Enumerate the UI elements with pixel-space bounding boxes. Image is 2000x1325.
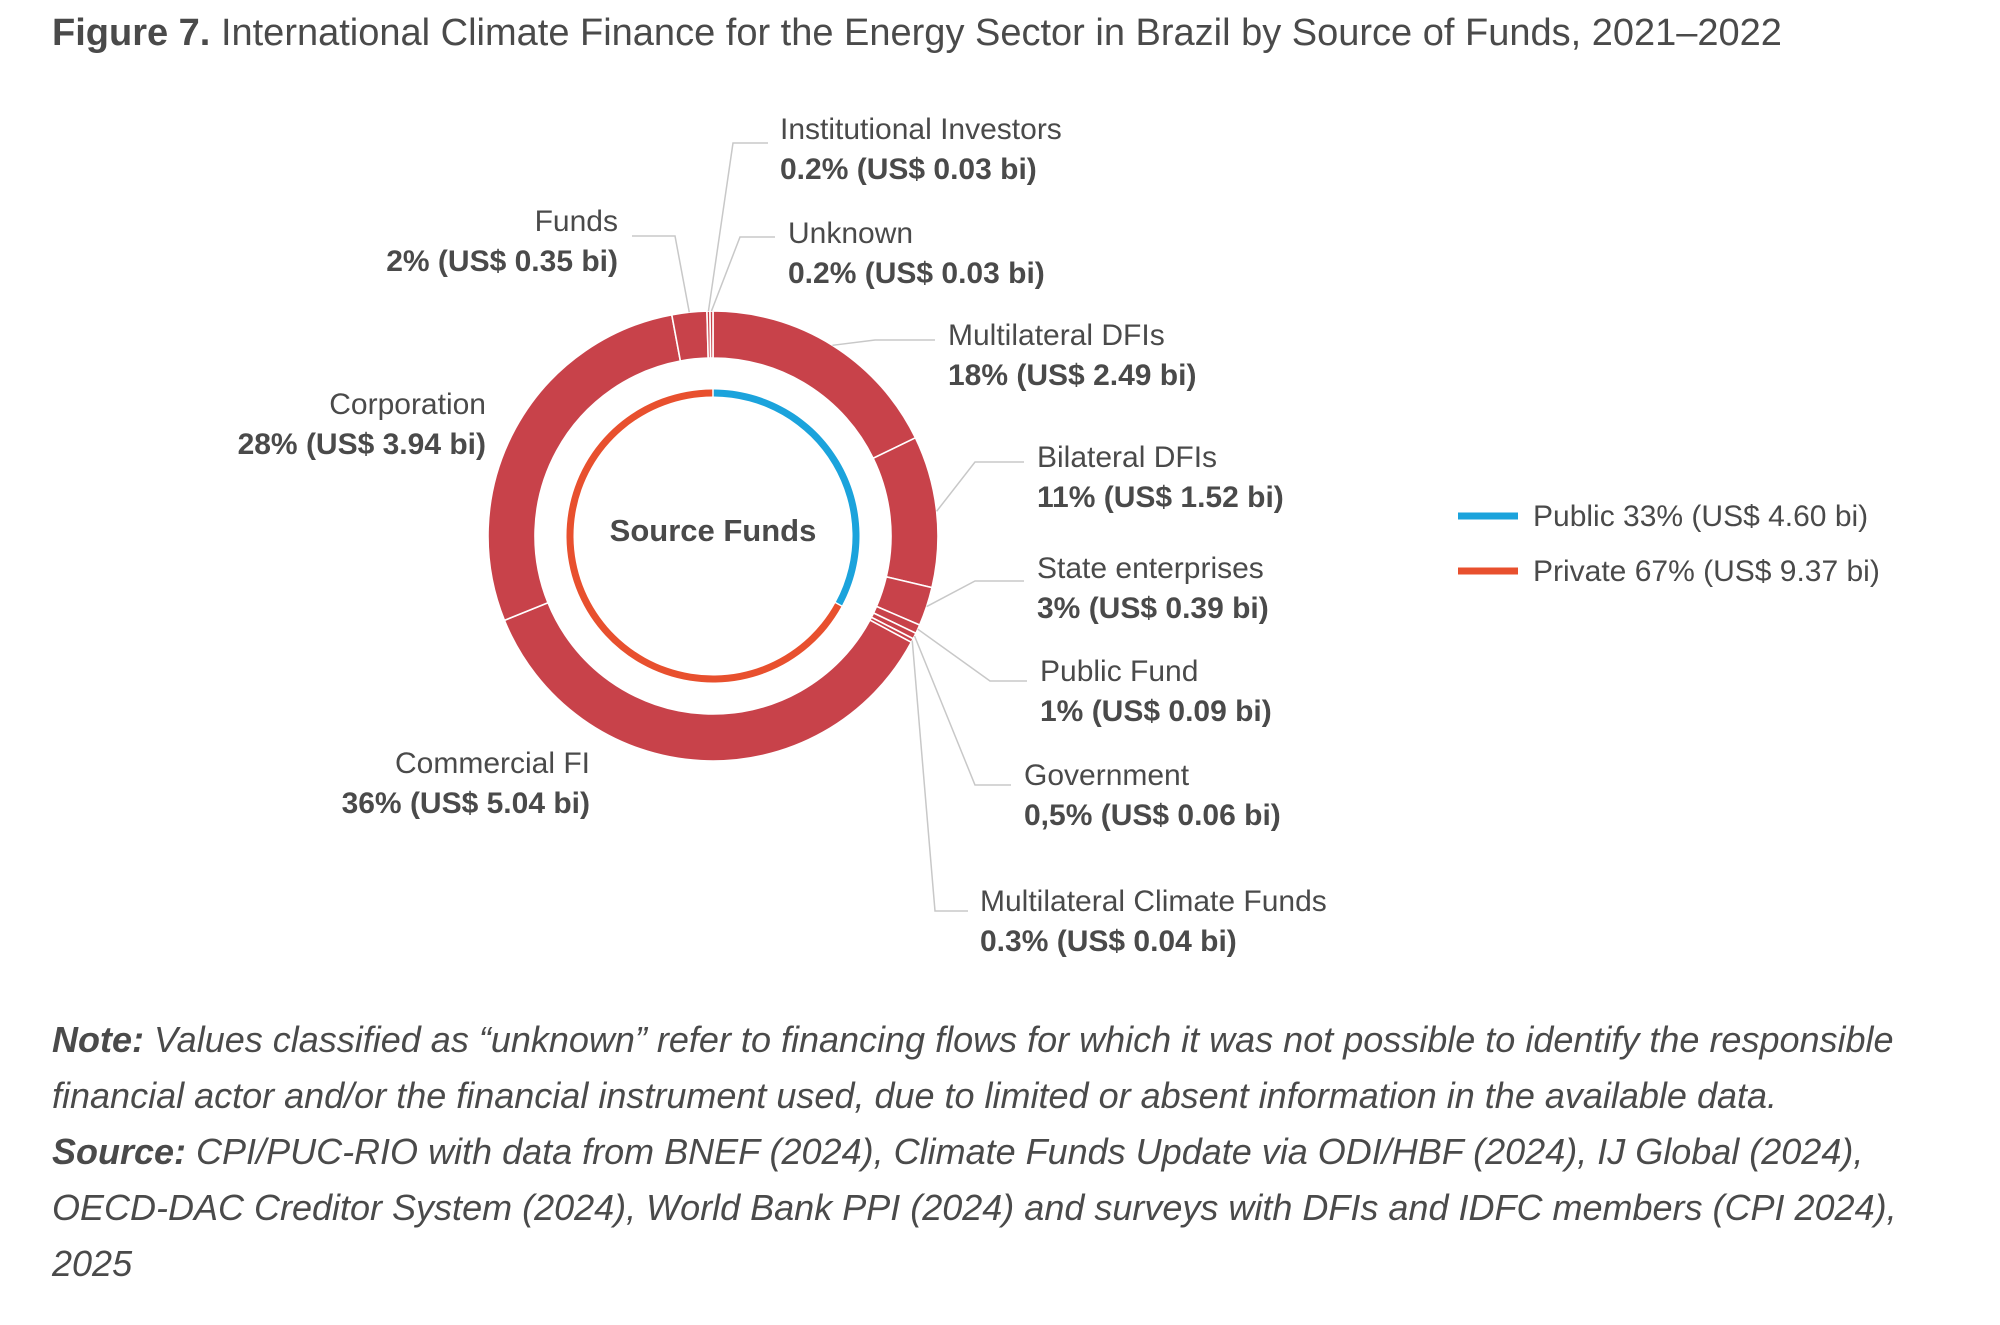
leader-funds <box>632 235 691 313</box>
slice-bilateral-dfis <box>872 436 939 589</box>
slice-name-bilateral-dfis: Bilateral DFIs <box>1037 441 1217 474</box>
outer-ring <box>487 310 939 762</box>
source-text: CPI/PUC-RIO with data from BNEF (2024), … <box>52 1131 1897 1284</box>
leader-state-enterprises <box>926 580 1024 608</box>
donut-chart: Multilateral DFIs 18% (US$ 2.49 bi) Bilate… <box>238 113 1880 958</box>
note-label: Note: <box>52 1019 144 1060</box>
slice-name-commercial-fi: Commercial FI <box>395 747 590 780</box>
legend-label-public: Public 33% (US$ 4.60 bi) <box>1533 500 1868 533</box>
slice-name-state-enterprises: State enterprises <box>1037 552 1264 585</box>
slice-name-corporation: Corporation <box>329 388 486 421</box>
slice-value-government: 0,5% (US$ 0.06 bi) <box>1024 799 1281 832</box>
slice-value-corporation: 28% (US$ 3.94 bi) <box>238 428 486 461</box>
slice-labels: Multilateral DFIs 18% (US$ 2.49 bi) Bilate… <box>238 113 1327 958</box>
slice-name-multilateral-dfis: Multilateral DFIs <box>948 319 1165 352</box>
slice-unknown <box>709 310 714 359</box>
center-label: Source Funds <box>610 513 817 548</box>
figure-title-text: International Climate Finance for the En… <box>220 12 1782 54</box>
slice-value-bilateral-dfis: 11% (US$ 1.52 bi) <box>1037 481 1284 514</box>
slice-value-funds: 2% (US$ 0.35 bi) <box>386 245 618 278</box>
slice-value-multilateral-dfis: 18% (US$ 2.49 bi) <box>948 359 1196 392</box>
slice-value-commercial-fi: 36% (US$ 5.04 bi) <box>342 787 590 820</box>
leader-unknown <box>710 236 775 312</box>
leader-lines <box>632 142 1027 912</box>
slice-value-state-enterprises: 3% (US$ 0.39 bi) <box>1037 592 1269 625</box>
legend-label-private: Private 67% (US$ 9.37 bi) <box>1533 555 1880 588</box>
slice-value-institutional-investors: 0.2% (US$ 0.03 bi) <box>780 153 1037 186</box>
slice-value-multilateral-climate-funds: 0.3% (US$ 0.04 bi) <box>980 925 1237 958</box>
slice-name-government: Government <box>1024 759 1190 792</box>
leader-institutional-investors <box>707 142 768 312</box>
leader-public-fund <box>917 628 1027 682</box>
slice-value-unknown: 0.2% (US$ 0.03 bi) <box>788 257 1045 290</box>
note-text: Values classified as “unknown” refer to … <box>52 1019 1894 1116</box>
figure-number: Figure 7. <box>52 12 211 54</box>
leader-government <box>913 635 1011 786</box>
inner-ring <box>566 389 860 683</box>
slice-name-unknown: Unknown <box>788 217 913 250</box>
slice-value-public-fund: 1% (US$ 0.09 bi) <box>1040 695 1272 728</box>
legend: Public 33% (US$ 4.60 bi) Private 67% (US$… <box>1458 500 1880 588</box>
figure-title: Figure 7. International Climate Finance … <box>52 12 1782 55</box>
leader-multilateral-climate-funds <box>911 640 968 912</box>
slice-name-multilateral-climate-funds: Multilateral Climate Funds <box>980 885 1327 918</box>
leader-multilateral-dfis <box>832 339 935 347</box>
slice-name-institutional-investors: Institutional Investors <box>780 113 1062 146</box>
inner-ring-public <box>713 389 860 606</box>
note-block: Note: Values classified as “unknown” ref… <box>52 1012 1952 1292</box>
source-label: Source: <box>52 1131 187 1172</box>
leader-bilateral-dfis <box>936 461 1024 512</box>
slice-name-funds: Funds <box>535 205 618 238</box>
slice-name-public-fund: Public Fund <box>1040 655 1198 688</box>
